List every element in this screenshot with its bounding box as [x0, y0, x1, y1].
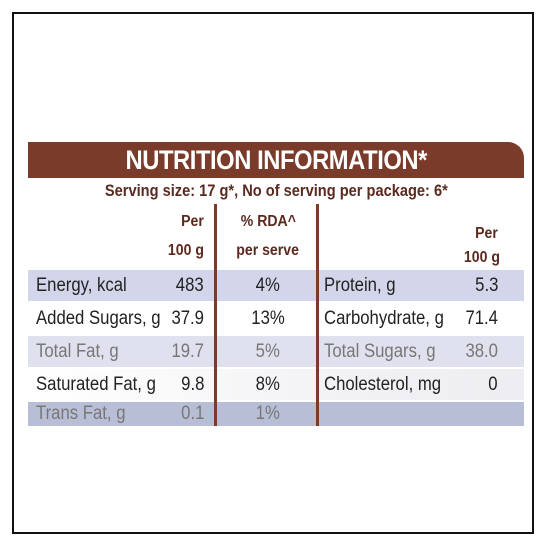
- row-right-label: Protein, g: [324, 274, 396, 296]
- table-row: Trans Fat, g 0.1 1%: [28, 402, 524, 426]
- row-right-label: Carbohydrate, g: [324, 307, 444, 329]
- row-right-label: Total Sugars, g: [324, 340, 436, 362]
- table-row: Saturated Fat, g 9.8 8% Cholesterol, mg …: [28, 369, 524, 400]
- row-rda: 8%: [255, 373, 281, 395]
- row-value: 0.1: [180, 403, 204, 424]
- row-rda: 13%: [251, 307, 285, 329]
- rda-header-bottom: per serve: [236, 241, 300, 259]
- row-value: 37.9: [171, 307, 204, 329]
- per-header-top: Per: [181, 212, 204, 230]
- row-right-value: 38.0: [465, 340, 498, 362]
- row-right-value: 5.3: [474, 274, 498, 296]
- per-header-bottom: 100 g: [167, 241, 204, 259]
- column-divider-right: [316, 204, 319, 426]
- row-right-label: Cholesterol, mg: [324, 373, 442, 395]
- table-row: Energy, kcal 483 4% Protein, g 5.3: [28, 270, 524, 301]
- row-label: Trans Fat, g: [36, 403, 126, 424]
- header-row: Per 100 g % RDA^ per serve Per 100 g: [28, 204, 524, 266]
- row-value: 19.7: [171, 340, 204, 362]
- row-rda: 1%: [255, 403, 281, 424]
- serving-info: Serving size: 17 g*, No of serving per p…: [28, 178, 524, 204]
- row-rda: 5%: [255, 340, 281, 362]
- serving-text: Serving size: 17 g*, No of serving per p…: [104, 181, 448, 200]
- row-right-value: 71.4: [465, 307, 498, 329]
- row-rda: 4%: [255, 274, 281, 296]
- nutrition-label: NUTRITION INFORMATION* Serving size: 17 …: [28, 142, 524, 426]
- row-right-value: 0: [488, 373, 498, 395]
- row-label: Energy, kcal: [36, 274, 127, 296]
- right-per-header-bottom: 100 g: [463, 248, 500, 266]
- column-divider-left: [214, 204, 217, 426]
- right-per-header-top: Per: [475, 224, 498, 242]
- rda-header-top: % RDA^: [240, 212, 296, 230]
- row-label: Total Fat, g: [36, 340, 119, 362]
- row-label: Added Sugars, g: [36, 307, 161, 329]
- table-row: Total Fat, g 19.7 5% Total Sugars, g 38.…: [28, 336, 524, 367]
- nutrition-title: NUTRITION INFORMATION*: [125, 144, 427, 175]
- row-value: 483: [176, 274, 204, 296]
- row-value: 9.8: [180, 373, 204, 395]
- table-row: Added Sugars, g 37.9 13% Carbohydrate, g…: [28, 303, 524, 334]
- row-label: Saturated Fat, g: [36, 373, 156, 395]
- title-banner: NUTRITION INFORMATION*: [28, 142, 524, 178]
